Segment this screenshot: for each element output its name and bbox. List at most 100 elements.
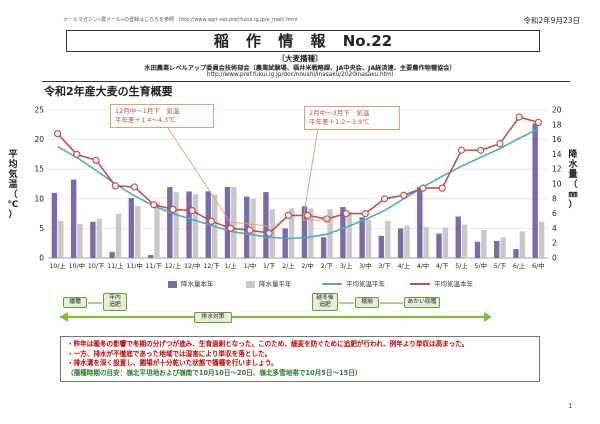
line-temp-normal (57, 128, 539, 240)
y-right-tick-label: 18 (552, 120, 562, 129)
point-temp-this-year (92, 156, 100, 164)
stage-fertilize-spring-line2: 追肥 (319, 302, 331, 308)
bar-rain-this-year (90, 221, 96, 258)
point-temp-this-year (150, 201, 158, 209)
header-divider (42, 81, 570, 82)
x-tick-label: 3/下 (378, 262, 390, 270)
point-temp-this-year (73, 150, 81, 158)
legend-swatch-temp-this-year (410, 283, 430, 285)
x-tick-label: 2/中 (301, 261, 313, 270)
bar-rain-normal (173, 192, 179, 258)
point-temp-this-year (496, 140, 504, 148)
x-tick-label: 1/下 (263, 262, 275, 270)
bar-rain-this-year (532, 123, 538, 258)
bar-rain-normal (481, 229, 487, 258)
point-temp-this-year (54, 130, 62, 138)
y-left-tick-label: 0 (39, 254, 44, 263)
bar-rain-normal (346, 212, 352, 258)
x-tick-label: 12/上 (165, 261, 181, 270)
bar-rain-normal (135, 206, 141, 258)
bulletin-title: 稲 作 情 報 No.22 (66, 30, 540, 52)
annotation-dec-jan-line2: 平年差＋1.4～4.3℃ (115, 116, 176, 124)
bar-rain-normal (461, 224, 468, 258)
annotation-feb-mar-line1: 2月中～3月下 気温 (309, 109, 370, 117)
y-right-tick-label: 14 (552, 150, 562, 159)
point-temp-this-year (477, 146, 485, 154)
y-left-tick-label: 15 (34, 165, 44, 174)
stage-sowing: 播種 (63, 297, 87, 308)
x-tick-label: 4/下 (436, 262, 448, 270)
bulletin-subtitle: 〔大麦播種〕 (277, 54, 323, 63)
bar-rain-this-year (378, 235, 385, 258)
x-tick-label: 12/下 (203, 262, 219, 270)
legend-label-rain-normal: 降水量平年 (259, 280, 292, 288)
bar-rain-this-year (70, 179, 77, 258)
x-tick-label: 6/中 (532, 261, 544, 270)
bar-rain-this-year (244, 196, 250, 258)
y-right-tick-label: 8 (552, 194, 557, 203)
annotation-dec-jan: 12月中～1月下 気温 平年差＋1.4～4.3℃ (110, 104, 214, 128)
y-right-tick-label: 20 (552, 106, 562, 115)
point-temp-this-year (438, 184, 446, 192)
point-temp-this-year (380, 195, 389, 203)
annotation-dec-jan-line1: 12月中～1月下 気温 (115, 107, 180, 115)
x-tick-label: 3/上 (340, 261, 352, 270)
bar-rain-normal (538, 221, 545, 258)
x-tick-label: 11/上 (107, 261, 123, 270)
bar-rain-this-year (186, 191, 192, 258)
y-left-tick-label: 10 (34, 194, 44, 203)
stage-drainage-label: 排水対策 (201, 314, 225, 320)
bar-rain-this-year (513, 249, 519, 258)
point-temp-this-year (323, 215, 331, 223)
bar-rain-normal (308, 208, 314, 258)
x-tick-label: 5/上 (455, 261, 467, 270)
x-tick-label: 5/中 (474, 261, 486, 270)
bar-rain-this-year (263, 192, 269, 258)
drainage-arrow-right (484, 312, 492, 322)
x-tick-label: 2/上 (282, 261, 294, 270)
line-temp-this-year (57, 116, 539, 234)
bar-rain-this-year (417, 186, 423, 258)
annotation-feb-mar: 2月中～3月下 気温 平年差＋1.2～3.9℃ (304, 106, 400, 130)
note-2: ・一方、排水が不徹底であった地域では湿害により単収を落とした。 (67, 349, 272, 358)
x-tick-label: 1/上 (224, 261, 236, 270)
bar-rain-this-year (224, 186, 231, 258)
legend-label-temp-this-year: 平均気温本年 (434, 280, 473, 288)
stage-fertilize-spring: 越冬後 追肥 (312, 293, 338, 311)
bar-rain-normal (250, 198, 256, 258)
bar-rain-normal (96, 218, 102, 258)
bar-rain-this-year (397, 228, 404, 258)
bar-rain-this-year (436, 233, 442, 258)
page-number: 1 (568, 402, 573, 410)
bar-rain-normal (154, 202, 160, 258)
bar-rain-this-year (359, 217, 365, 258)
stage-fertilize-fall-line1: 年内 (109, 295, 121, 301)
legend-label-temp-normal: 平均気温平年 (346, 280, 385, 288)
bar-rain-this-year (282, 228, 288, 258)
point-temp-this-year (188, 207, 196, 215)
issue-date: 令和2年9月23日 (523, 16, 580, 25)
point-temp-this-year (130, 183, 139, 191)
x-tick-label: 4/中 (417, 261, 429, 270)
x-tick-label: 5/下 (494, 262, 506, 270)
legend-rain-this-year: 降水量本年 (168, 278, 214, 288)
bar-rain-normal (115, 213, 122, 258)
stage-drainage: 排水対策 (194, 312, 232, 323)
point-temp-this-year (246, 226, 254, 234)
bar-rain-this-year (51, 192, 58, 258)
point-temp-this-year (207, 217, 216, 225)
y-right-tick-label: 10 (552, 180, 562, 189)
x-tick-label: 4/上 (398, 261, 410, 270)
bar-rain-this-year (340, 206, 346, 258)
bar-rain-normal (385, 221, 391, 258)
y-axis-left-label-text: 平均気温（℃） (7, 150, 19, 220)
y-right-tick-label: 0 (552, 254, 557, 263)
stage-heading-label: 穂揃 (361, 299, 373, 305)
annotation-leader-dec-jan (167, 127, 269, 227)
bar-rain-this-year (320, 237, 327, 258)
y-right-tick-label: 12 (552, 165, 562, 174)
legend-temp-this-year: 平均気温本年 (410, 278, 473, 288)
stage-fertilize-fall-line2: 追肥 (109, 302, 121, 308)
point-temp-this-year (265, 229, 273, 237)
